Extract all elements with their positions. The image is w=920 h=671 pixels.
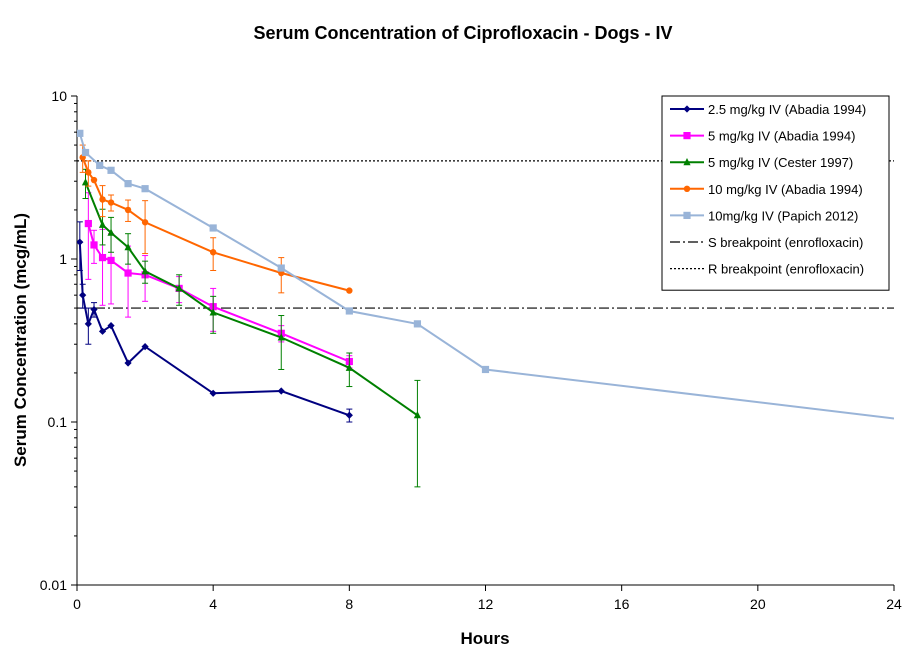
data-point [107,166,115,174]
x-tick-label: 24 [886,596,902,612]
data-point [107,256,115,265]
data-point [209,249,217,256]
series-line [81,157,350,292]
series-1 [77,221,353,423]
data-point [481,365,490,374]
data-point [345,307,353,315]
data-point [81,148,90,157]
legend-label: 10mg/kg IV (Papich 2012) [708,208,858,223]
legend-marker [683,132,691,140]
x-axis-title: Hours [460,629,509,648]
data-point [141,267,149,275]
legend-label: 5 mg/kg IV (Abadia 1994) [708,129,855,144]
x-tick-label: 20 [750,596,766,612]
data-point [277,264,285,272]
chart-title: Serum Concentration of Ciprofloxacin - D… [253,23,672,43]
data-point [346,287,353,294]
data-point [209,308,217,316]
x-tick-label: 12 [478,596,494,612]
data-point [107,199,115,206]
data-point [124,243,132,251]
data-point [107,228,115,236]
y-tick-label: 10 [51,88,67,104]
y-tick-label: 0.1 [48,414,68,430]
data-point [81,178,90,186]
legend: 2.5 mg/kg IV (Abadia 1994) 5 mg/kg IV (Ab… [661,95,890,291]
data-point [141,343,149,351]
data-point [96,161,104,170]
y-axis-title: Serum Concentration (mcg/mL) [11,213,30,467]
series-5 [77,129,894,420]
data-point [84,320,92,328]
data-point [209,389,217,397]
legend-marker [683,105,691,113]
x-tick-label: 16 [614,596,630,612]
data-point [277,333,285,341]
data-point [413,411,422,419]
legend-label: 2.5 mg/kg IV (Abadia 1994) [708,102,866,117]
legend-label: 10 mg/kg IV (Abadia 1994) [708,182,863,197]
data-point [413,320,422,328]
legend-label: S breakpoint (enrofloxacin) [708,235,863,250]
data-point [98,253,107,262]
data-point [124,359,132,367]
data-point [90,176,98,184]
x-tick-label: 0 [73,596,81,612]
series-line [84,182,418,417]
series-line [87,223,350,363]
legend-label: R breakpoint (enrofloxacin) [708,262,864,277]
plot-area: 0.01 0.1 1 10 0 4 8 12 16 20 24 [40,88,902,612]
data-point [98,327,107,335]
data-point [141,219,149,226]
x-tick-label: 4 [209,596,217,612]
data-point [141,185,149,193]
series-3 [81,168,422,488]
legend-label: 5 mg/kg IV (Cester 1997) [708,155,853,170]
data-point [90,305,98,314]
data-point [209,224,217,232]
x-tick-label: 8 [345,596,353,612]
data-point [77,238,84,246]
legend-marker [683,158,691,166]
data-point [124,180,132,188]
data-point [77,129,84,137]
y-tick-label: 0.01 [40,577,67,593]
data-point [345,411,353,419]
data-point [90,241,98,249]
data-point [99,196,106,203]
data-point [277,387,285,395]
data-point [345,363,353,371]
data-point [107,322,115,330]
data-point [84,219,92,228]
series-4 [79,144,353,294]
y-tick-label: 1 [59,251,67,267]
legend-marker [683,185,691,192]
data-point [85,169,92,176]
data-point [124,206,132,214]
legend-marker [683,211,691,219]
data-point [124,269,132,277]
data-point [98,220,107,228]
data-point [175,284,183,292]
legend-box [661,95,890,291]
data-point [79,291,87,299]
